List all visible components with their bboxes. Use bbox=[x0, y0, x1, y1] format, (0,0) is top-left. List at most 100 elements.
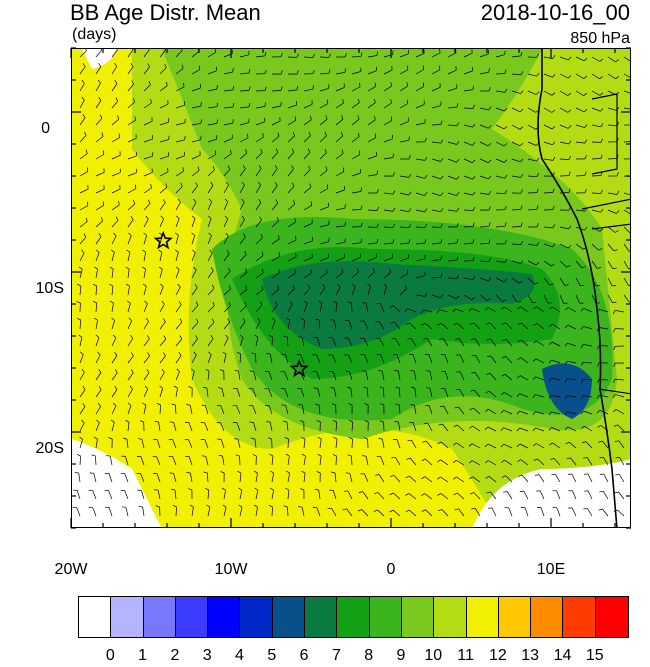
wind-barb bbox=[383, 120, 392, 126]
wind-barb bbox=[399, 209, 409, 213]
wind-barb bbox=[285, 354, 289, 364]
wind-barb-flag bbox=[301, 470, 306, 474]
wind-barb bbox=[521, 322, 529, 330]
wind-barb-flag bbox=[177, 198, 181, 203]
wind-barb bbox=[255, 106, 265, 109]
wind-barb-flag bbox=[612, 267, 617, 270]
wind-barb-flag bbox=[550, 457, 555, 461]
wind-barb bbox=[78, 473, 81, 483]
wind-barb-flag bbox=[567, 75, 572, 79]
wind-barb-flag bbox=[536, 242, 540, 246]
wind-barb-flag bbox=[380, 403, 385, 406]
wind-barb-flag bbox=[392, 223, 396, 228]
wind-barb-flag bbox=[373, 98, 376, 103]
wind-barb-flag bbox=[516, 375, 521, 379]
wind-barb bbox=[556, 490, 561, 500]
wind-barb bbox=[351, 71, 361, 75]
wind-barb-flag bbox=[174, 232, 179, 236]
wind-barb-flag bbox=[172, 504, 177, 508]
wind-barb bbox=[191, 122, 201, 126]
wind-barb bbox=[415, 294, 425, 297]
wind-barb bbox=[414, 405, 417, 415]
wind-barb-flag bbox=[580, 362, 584, 366]
wind-barb bbox=[407, 308, 417, 313]
wind-barb-flag bbox=[238, 504, 243, 508]
wind-barb-flag bbox=[421, 476, 425, 480]
wind-barb bbox=[367, 271, 375, 279]
wind-barb-flag bbox=[567, 245, 572, 249]
wind-barb-flag bbox=[548, 411, 552, 416]
wind-barb-flag bbox=[615, 76, 620, 79]
wind-barb-flag bbox=[597, 362, 600, 367]
wind-barb bbox=[457, 424, 465, 432]
wind-barb-flag bbox=[536, 53, 539, 58]
wind-barb-flag bbox=[519, 126, 524, 130]
wind-barb bbox=[143, 138, 153, 143]
wind-barb-flag bbox=[389, 268, 392, 273]
colorbar-box-15 bbox=[563, 597, 596, 637]
wind-barb-flag bbox=[567, 92, 572, 96]
wind-barb bbox=[447, 259, 457, 262]
wind-barb-flag bbox=[318, 300, 323, 304]
wind-barb-flag bbox=[392, 172, 395, 177]
wind-barb bbox=[271, 473, 275, 483]
wind-barb bbox=[617, 424, 625, 432]
wind-barb bbox=[223, 337, 229, 347]
wind-barb-flag bbox=[291, 165, 294, 170]
wind-barb bbox=[303, 103, 313, 109]
wind-barb bbox=[441, 509, 449, 517]
colorbar-label-10: 10 bbox=[424, 647, 443, 664]
wind-barb bbox=[143, 321, 149, 330]
wind-barb-flag bbox=[243, 233, 246, 237]
wind-barb-flag bbox=[520, 189, 523, 194]
wind-barb bbox=[111, 320, 115, 330]
marker-layer bbox=[153, 230, 309, 378]
wind-barb bbox=[551, 377, 561, 381]
wind-barb bbox=[415, 209, 425, 213]
wind-barb-flag bbox=[156, 402, 161, 406]
wind-barb-flag bbox=[535, 91, 540, 95]
wind-barb-flag bbox=[520, 205, 523, 210]
wind-barb-flag bbox=[342, 99, 344, 104]
wind-barb bbox=[424, 493, 433, 500]
wind-barb bbox=[271, 105, 281, 109]
wind-barb-flag bbox=[328, 237, 330, 242]
wind-barb bbox=[223, 201, 229, 211]
wind-barb-flag bbox=[203, 471, 208, 474]
wind-barb-flag bbox=[210, 267, 214, 271]
wind-barb-flag bbox=[130, 216, 134, 220]
wind-barb bbox=[511, 243, 522, 245]
wind-barb bbox=[237, 439, 241, 449]
colorbar-label-2: 2 bbox=[170, 647, 180, 664]
wind-barb bbox=[79, 66, 86, 75]
wind-barb-flag bbox=[551, 263, 555, 267]
wind-barb bbox=[143, 155, 153, 160]
wind-barb-flag bbox=[114, 351, 118, 356]
wind-barb bbox=[366, 387, 369, 398]
colorbar-label-3: 3 bbox=[202, 647, 212, 664]
wind-barb bbox=[79, 422, 85, 432]
wind-barb-flag bbox=[376, 189, 379, 194]
wind-barb bbox=[559, 243, 569, 249]
wind-barb-flag bbox=[564, 324, 569, 329]
wind-barb bbox=[623, 260, 629, 269]
wind-barb bbox=[188, 456, 193, 466]
wind-barb-flag bbox=[131, 80, 135, 85]
wind-barb-flag bbox=[259, 301, 263, 306]
wind-barb bbox=[503, 427, 513, 432]
wind-barb bbox=[463, 52, 473, 58]
wind-barb-flag bbox=[456, 192, 460, 196]
wind-barb-flag bbox=[503, 143, 508, 147]
wind-barb-flag bbox=[614, 440, 619, 443]
lon-label-0: 0 bbox=[386, 561, 396, 578]
wind-barb bbox=[191, 185, 198, 194]
wind-barb bbox=[591, 243, 599, 251]
wind-barb-flag bbox=[424, 137, 427, 142]
wind-barb bbox=[479, 124, 489, 129]
wind-barb-flag bbox=[333, 300, 337, 304]
wind-barb bbox=[159, 187, 168, 194]
wind-barb bbox=[159, 85, 168, 92]
wind-barb bbox=[527, 124, 537, 130]
wind-barb bbox=[615, 394, 625, 398]
wind-barb-flag bbox=[280, 70, 283, 75]
